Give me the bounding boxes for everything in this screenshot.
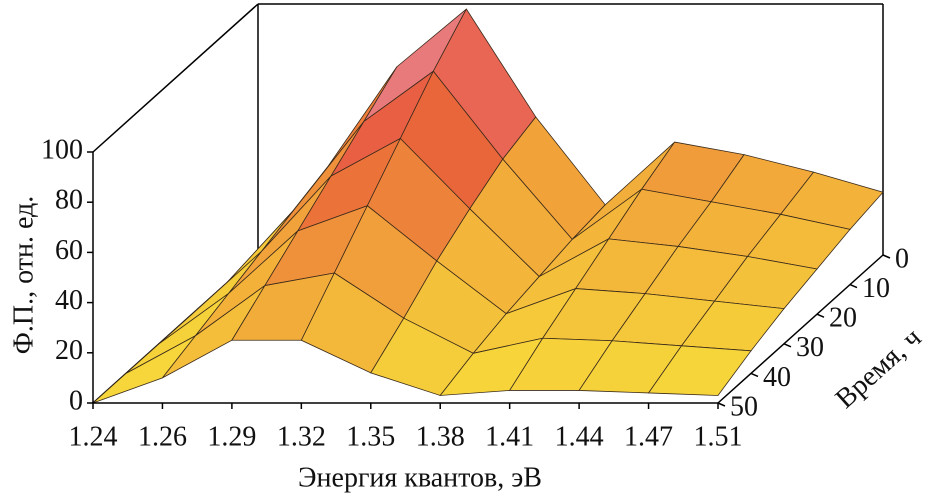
z-tick-label: 40: [55, 285, 83, 316]
y-tick: [717, 402, 726, 407]
x-tick-label: 1.32: [277, 421, 326, 452]
surface-patch: [647, 345, 752, 396]
y-tick: [849, 283, 858, 289]
x-tick-label: 1.41: [485, 421, 534, 452]
x-tick-label: 1.24: [69, 421, 118, 452]
y-tick: [882, 254, 891, 259]
x-tick-label: 1.35: [346, 421, 395, 452]
z-tick-label: 80: [55, 185, 83, 216]
z-tick-label: 60: [55, 235, 83, 266]
z-axis-title: Ф.П., отн. ед.: [8, 196, 39, 355]
y-tick: [816, 313, 825, 318]
x-tick-label: 1.47: [624, 421, 673, 452]
y-tick-label: 30: [796, 332, 824, 363]
y-tick: [783, 343, 792, 348]
x-tick-label: 1.26: [138, 421, 187, 452]
x-tick-label: 1.38: [416, 421, 465, 452]
z-tick-label: 20: [55, 335, 83, 366]
box-edge: [92, 3, 259, 153]
z-tick-label: 100: [41, 134, 83, 165]
z-tick-label: 0: [69, 385, 83, 416]
y-tick-label: 20: [829, 303, 857, 334]
y-axis-title: Время, ч: [830, 322, 928, 414]
x-tick-label: 1.51: [694, 421, 743, 452]
y-tick-label: 40: [763, 362, 791, 393]
y-tick: [750, 372, 759, 378]
surface-patch: [92, 335, 196, 404]
y-tick-label: 10: [862, 273, 890, 304]
x-tick-label: 1.44: [555, 421, 604, 452]
y-tick-label: 0: [895, 243, 909, 274]
x-axis-title: Энергия квантов, эВ: [298, 462, 542, 493]
y-tick-label: 50: [730, 391, 758, 422]
x-tick-label: 1.29: [207, 421, 256, 452]
box-edge: [717, 254, 884, 404]
